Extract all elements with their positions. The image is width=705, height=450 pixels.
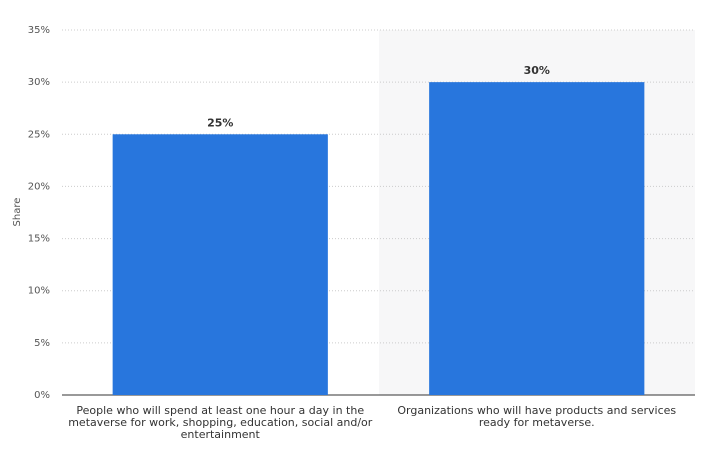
- y-tick-label: 30%: [28, 77, 50, 88]
- y-tick-label: 5%: [34, 338, 50, 349]
- y-tick-label: 35%: [28, 25, 50, 36]
- value-label: 25%: [207, 116, 233, 129]
- y-tick-label: 10%: [28, 286, 50, 297]
- value-label: 30%: [524, 64, 550, 77]
- y-tick-label: 25%: [28, 129, 50, 140]
- y-tick-label: 20%: [28, 181, 50, 192]
- y-tick-label: 15%: [28, 234, 50, 245]
- bar: [429, 82, 645, 396]
- x-tick-label: Organizations who will have products and…: [397, 404, 677, 429]
- x-tick-label: People who will spend at least one hour …: [68, 404, 373, 441]
- bar: [112, 134, 328, 396]
- y-axis-label: Share: [12, 198, 23, 227]
- y-tick-label: 0%: [34, 390, 50, 401]
